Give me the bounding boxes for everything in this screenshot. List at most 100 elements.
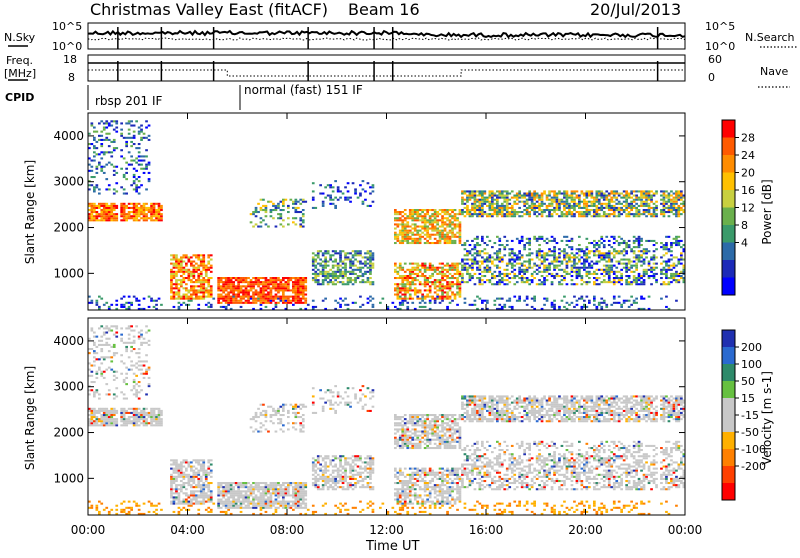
power-cell-3804 <box>633 252 636 254</box>
power-cell-258 <box>123 174 126 176</box>
power-cell-3297 <box>576 195 579 197</box>
power-cell-3393 <box>588 302 591 304</box>
power-cell-1369 <box>327 252 330 254</box>
power-cell-557 <box>178 265 181 267</box>
power-cell-328 <box>133 160 136 162</box>
power-cell-1987 <box>429 277 432 279</box>
power-cell-191 <box>113 209 116 211</box>
power-cell-4057 <box>665 269 668 271</box>
power-cell-3386 <box>586 205 589 207</box>
velocity-cell-598 <box>185 488 188 490</box>
velocity-cell-157 <box>108 418 111 420</box>
power-cell-3679 <box>618 213 621 215</box>
velocity-cell-168 <box>108 338 111 340</box>
power-cell-1357 <box>324 252 327 254</box>
power-cell-1504 <box>349 201 352 203</box>
power-cell-1296 <box>314 279 317 281</box>
power-cell-3938 <box>648 296 651 298</box>
power-cell-1866 <box>416 273 419 275</box>
power-cell-2747 <box>511 250 514 252</box>
power-cell-2669 <box>501 203 504 205</box>
power-cell-2354 <box>466 199 469 201</box>
velocity-cell-111 <box>100 340 103 342</box>
power-cell-3926 <box>645 215 648 217</box>
power-cell-2838 <box>523 269 526 271</box>
power-cell-2602 <box>496 281 499 283</box>
power-cell-2134 <box>444 265 447 267</box>
power-cell-273 <box>125 162 128 164</box>
power-cell-971 <box>257 203 260 205</box>
power-cell-852 <box>235 302 238 304</box>
power-cell-3832 <box>635 240 638 242</box>
power-cell-4103 <box>670 254 673 256</box>
power-cell-1079 <box>275 281 278 283</box>
velocity-cell-539 <box>175 466 178 468</box>
power-cell-2042 <box>434 221 437 223</box>
power-cell-2764 <box>513 265 516 267</box>
power-cell-3894 <box>643 298 646 300</box>
power-cell-2729 <box>508 248 511 250</box>
power-cell-4156 <box>675 199 678 201</box>
power-cell-2390 <box>471 215 474 217</box>
power-cell-3110 <box>556 273 559 275</box>
power-cell-119 <box>103 211 106 213</box>
power-cell-2802 <box>518 256 521 258</box>
power-cell-1200 <box>295 217 298 219</box>
power-cell-3519 <box>600 207 603 209</box>
power-cell-2688 <box>503 207 506 209</box>
power-cell-891 <box>242 289 245 291</box>
velocity-cell-443 <box>150 503 153 505</box>
power-cell-2625 <box>498 304 501 306</box>
power-cell-2950 <box>536 205 539 207</box>
power-cell-2345 <box>466 252 469 254</box>
power-cell-1069 <box>275 306 278 308</box>
power-cell-366 <box>138 186 141 188</box>
power-cell-2192 <box>449 238 452 240</box>
power-cell-3302 <box>578 271 581 273</box>
power-cell-815 <box>227 302 230 304</box>
velocity-cell-419 <box>145 393 148 395</box>
power-cell-2656 <box>501 279 504 281</box>
power-cell-1487 <box>347 256 350 258</box>
velocity-cell-26 <box>91 412 94 414</box>
power-cell-1766 <box>406 287 409 289</box>
power-cell-1654 <box>394 211 397 213</box>
power-cell-3964 <box>650 256 653 258</box>
power-cell-1878 <box>416 219 419 221</box>
power-cell-1450 <box>342 300 345 302</box>
power-cell-3402 <box>588 256 591 258</box>
velocity-cell-266 <box>125 418 128 420</box>
power-cell-2836 <box>523 273 526 275</box>
power-cell-41 <box>93 209 96 211</box>
power-cell-2523 <box>486 279 489 281</box>
power-cell-3970 <box>650 199 653 201</box>
velocity-cell-227 <box>120 424 123 426</box>
power-cell-3126 <box>556 193 559 195</box>
power-cell-2616 <box>496 207 499 209</box>
power-cell-128 <box>103 139 106 141</box>
colorbar-tick-label-0: 28 <box>741 132 755 145</box>
power-cell-2603 <box>496 275 499 277</box>
velocity-cell-585 <box>183 478 186 480</box>
power-cell-1488 <box>347 252 350 254</box>
power-cell-2503 <box>484 275 487 277</box>
power-cell-2342 <box>466 263 469 265</box>
power-cell-1849 <box>414 238 417 240</box>
power-cell-204 <box>113 129 116 131</box>
power-cell-995 <box>262 294 265 296</box>
power-cell-1578 <box>364 190 367 192</box>
velocity-cell-414 <box>145 420 148 422</box>
power-cell-1191 <box>295 291 298 293</box>
power-cell-1693 <box>399 263 402 265</box>
power-cell-1126 <box>282 279 285 281</box>
power-cell-3985 <box>653 240 656 242</box>
power-cell-1434 <box>339 304 342 306</box>
velocity-cell-128 <box>103 344 106 346</box>
power-cell-863 <box>237 300 240 302</box>
power-cell-1011 <box>265 296 268 298</box>
power-heatmap-cells <box>88 120 685 310</box>
velocity-cell-575 <box>180 464 183 466</box>
velocity-cell-364 <box>138 408 141 410</box>
power-cell-2163 <box>446 263 449 265</box>
